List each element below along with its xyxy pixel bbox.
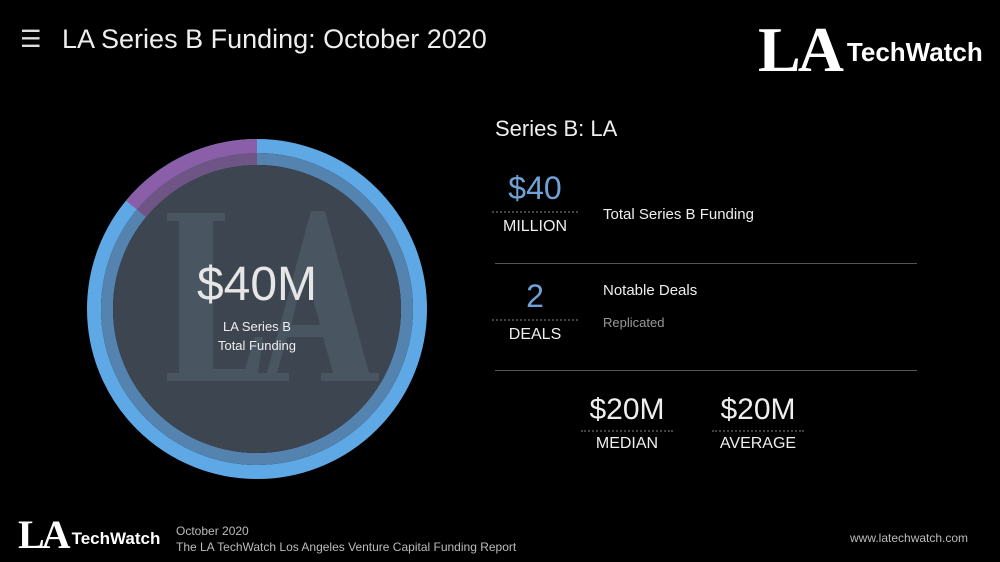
funding-donut xyxy=(87,139,427,479)
section-title: Series B: LA xyxy=(495,116,618,141)
median-value: $20M xyxy=(589,393,665,426)
logo-la: LA xyxy=(758,14,844,85)
footer-report: The LA TechWatch Los Angeles Venture Cap… xyxy=(176,540,517,554)
hamburger-icon[interactable]: ☰ xyxy=(20,26,42,53)
divider-dots xyxy=(492,211,578,213)
total-funding-label: LA Series B Total Funding xyxy=(157,317,357,355)
funding-value: $40 xyxy=(508,170,562,206)
median-stat: $20M MEDIAN xyxy=(577,393,677,453)
footer-logo-techwatch: TechWatch xyxy=(71,529,161,548)
label-line1: LA Series B xyxy=(223,319,291,334)
divider xyxy=(495,370,917,371)
footer-date: October 2020 xyxy=(176,524,249,538)
footer-logo-la: LA xyxy=(18,512,71,557)
watermark-la-logo xyxy=(167,211,379,381)
deals-unit: DEALS xyxy=(508,326,562,343)
average-value: $20M xyxy=(720,393,796,426)
median-unit: MEDIAN xyxy=(595,435,659,452)
funding-unit: MILLION xyxy=(502,218,567,235)
watermark-letter-l xyxy=(167,213,263,381)
watermark-letter-a xyxy=(257,211,379,381)
funding-stat: $40 MILLION xyxy=(492,170,578,236)
divider-dots xyxy=(581,430,673,432)
donut-inner-purple xyxy=(136,153,258,218)
logo: LA TechWatch xyxy=(758,14,983,85)
average-stat: $20M AVERAGE xyxy=(708,393,808,453)
logo-techwatch: TechWatch xyxy=(846,37,983,67)
deals-stat: 2 DEALS xyxy=(492,278,578,344)
donut-segment-purple xyxy=(126,139,258,210)
page-title: LA Series B Funding: October 2020 xyxy=(62,24,487,54)
divider xyxy=(495,263,917,264)
deals-note: Replicated xyxy=(603,315,665,330)
footer-logo: LA TechWatch xyxy=(18,512,161,557)
average-unit: AVERAGE xyxy=(719,435,797,452)
deals-value: 2 xyxy=(526,278,544,314)
deals-label: Notable Deals xyxy=(603,282,698,299)
footer-url[interactable]: www.latechwatch.com xyxy=(850,531,969,545)
total-funding-value: $40M xyxy=(196,258,318,311)
label-line2: Total Funding xyxy=(217,338,297,353)
divider-dots xyxy=(492,319,578,321)
footer-text: October 2020 The LA TechWatch Los Angele… xyxy=(176,523,516,555)
divider-dots xyxy=(712,430,804,432)
funding-label: Total Series B Funding xyxy=(603,206,754,223)
